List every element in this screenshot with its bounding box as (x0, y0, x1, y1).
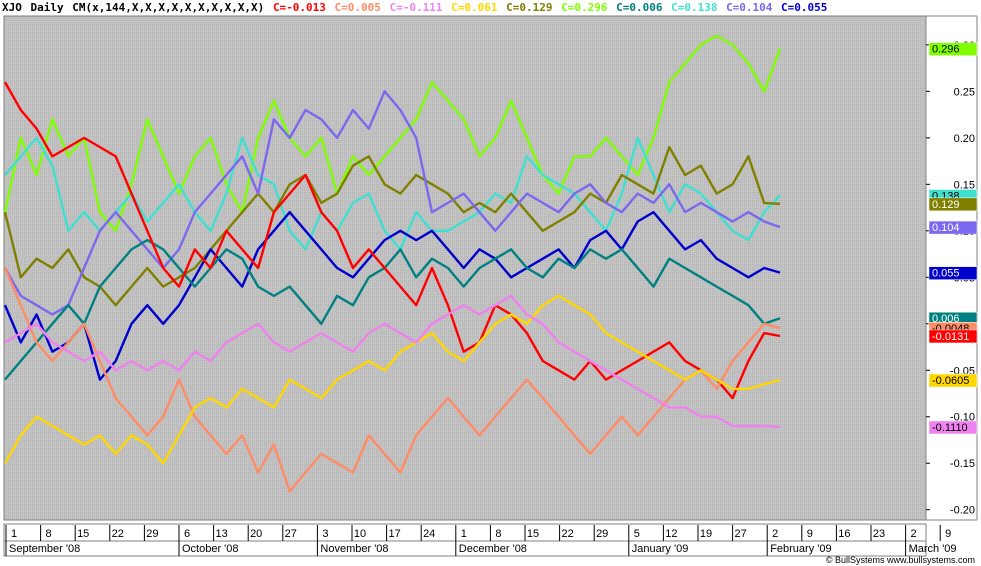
c-value-9: C=0.104 (726, 1, 773, 14)
x-day-label: 6 (184, 528, 190, 540)
x-day-label: 13 (215, 528, 227, 540)
end-value-label: -0.0131 (928, 329, 978, 344)
end-value-label-bg (928, 197, 978, 212)
y-tick-label: 0.25 (954, 86, 975, 98)
series-line-3 (3, 145, 781, 307)
y-tick-label: -0.15 (950, 458, 975, 470)
x-day-label: 23 (873, 528, 885, 540)
c-value-3: C=-0.111 (389, 1, 443, 14)
end-value-label: 0.296 (928, 42, 978, 56)
x-day-label: 8 (495, 528, 501, 540)
end-value-label-bg (928, 266, 978, 280)
y-tick-label: 0.20 (954, 133, 975, 145)
period-label: Daily (30, 1, 64, 14)
end-value-label-bg (928, 373, 978, 388)
end-value-label: -0.1110 (928, 420, 978, 435)
c-value-8: C=0.138 (671, 1, 718, 14)
x-day-label: 22 (112, 528, 124, 540)
series-line-6 (4, 238, 781, 381)
y-tick-label: -0.20 (950, 505, 975, 517)
series-line-4 (3, 90, 781, 316)
end-labels: 0.2960.1380.1290.1040.0550.006-0.0048-0.… (928, 42, 978, 435)
x-month-label: October '08 (182, 543, 239, 555)
x-day-label: 9 (945, 528, 951, 540)
x-axis: 1 8 15 22 29 6 13 20 27 3 10 17 24 1 8 15 22 29 5 12 19 27 2 9 1… (5, 525, 957, 556)
c-value-1: C=-0.013 (272, 1, 326, 14)
x-day-label: 15 (77, 528, 89, 540)
c-value-5: C=0.129 (506, 1, 553, 14)
end-value-label: 0.104 (928, 220, 978, 235)
c-value-10: C=0.055 (781, 1, 828, 14)
end-value-label-bg (928, 220, 978, 235)
c-value-6: C=0.296 (561, 1, 608, 14)
x-day-label: 29 (146, 528, 158, 540)
end-value-label-text: 0.055 (932, 268, 960, 280)
credit-text: © BullSystems www.bullsystems.com (825, 555, 975, 565)
y-tick-label: 0.15 (954, 179, 975, 191)
series-layer (3, 34, 782, 493)
series-line-5 (3, 210, 781, 381)
x-month-label: September '08 (9, 543, 80, 555)
end-value-label: 0.129 (928, 197, 978, 212)
x-day-label: 17 (388, 528, 400, 540)
x-day-label: 1 (461, 528, 467, 540)
end-value-label-text: -0.1110 (932, 422, 968, 434)
end-value-label-text: 0.129 (932, 199, 960, 211)
x-day-label: 2 (772, 528, 778, 540)
series-line-10 (4, 294, 781, 429)
end-value-label-text: 0.296 (932, 44, 960, 56)
c-value-2: C=0.005 (334, 1, 381, 14)
end-value-label: 0.055 (928, 266, 978, 280)
x-day-label: 24 (423, 528, 435, 540)
x-day-label: 12 (665, 528, 677, 540)
x-month-label: March '09 (909, 543, 957, 555)
end-value-label: -0.0605 (928, 373, 978, 388)
x-day-label: 3 (322, 528, 328, 540)
end-value-label-text: 0.104 (932, 222, 960, 234)
series-line-7 (3, 81, 781, 400)
x-day-label: 1 (11, 528, 17, 540)
end-value-label-text: -0.0605 (932, 375, 969, 387)
chart-title-bar: XJO Daily CM(x,144,X,X,X,X,X,X,X,X,X,X) … (2, 1, 829, 17)
x-month-label: November '08 (320, 543, 388, 555)
x-day-label: 29 (596, 528, 608, 540)
x-day-label: 15 (527, 528, 539, 540)
x-day-label: 10 (354, 528, 366, 540)
x-day-label: 8 (46, 528, 52, 540)
x-day-label: 16 (838, 528, 850, 540)
x-day-label: 27 (734, 528, 746, 540)
c-value-7: C=0.006 (616, 1, 663, 14)
series-line-8 (3, 267, 781, 493)
end-value-label-bg (928, 329, 978, 344)
series-line-1 (3, 34, 782, 233)
x-day-label: 22 (561, 528, 573, 540)
x-day-label: 5 (634, 528, 640, 540)
x-month-label: February '09 (770, 543, 831, 555)
x-day-label: 2 (911, 528, 917, 540)
series-line-9 (3, 294, 781, 465)
end-value-label-text: -0.0131 (932, 331, 969, 343)
x-axis-panel (3, 523, 927, 557)
end-value-label-bg (928, 42, 978, 56)
x-day-label: 20 (250, 528, 262, 540)
c-value-4: C=0.061 (451, 1, 498, 14)
x-day-label: 27 (285, 528, 297, 540)
indicator-label: CM(x,144,X,X,X,X,X,X,X,X,X,X) (72, 1, 265, 14)
x-day-label: 9 (807, 528, 813, 540)
x-day-label: 19 (700, 528, 712, 540)
x-month-label: January '09 (632, 543, 689, 555)
symbol-label: XJO (2, 1, 22, 14)
x-month-label: December '08 (459, 543, 527, 555)
end-value-label-bg (928, 420, 978, 435)
